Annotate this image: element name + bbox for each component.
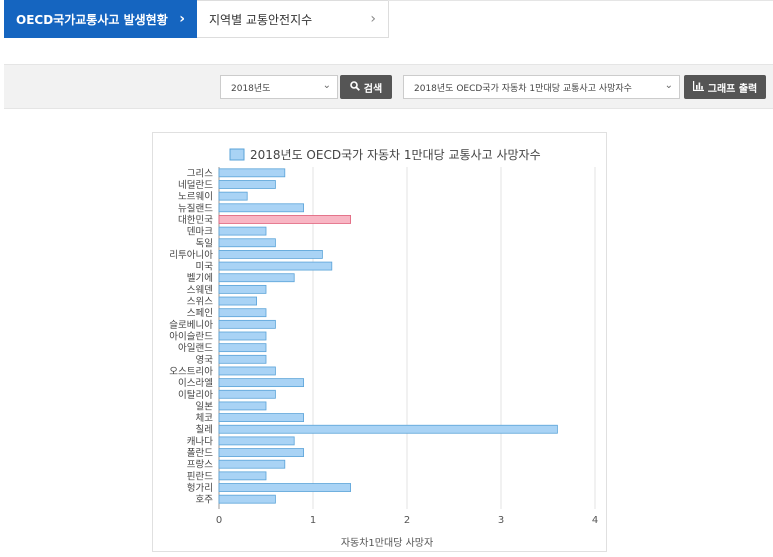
graph-output-button-label: 그래프 출력 [707, 83, 758, 95]
bar [218, 261, 333, 271]
y-category-label: 체코 [196, 413, 214, 424]
y-category-label: 벨기에 [187, 273, 213, 284]
x-tick-label: 2 [404, 515, 410, 526]
bar [218, 354, 267, 364]
chevron-down-icon: ⌄ [322, 80, 331, 91]
bar [218, 471, 267, 481]
chevron-down-icon: ⌄ [664, 80, 673, 91]
x-tick-label: 0 [216, 515, 222, 526]
y-category-label: 아일랜드 [178, 343, 213, 354]
legend-label: 2018년도 OECD국가 자동차 1만대당 교통사고 사망자수 [250, 148, 541, 162]
divider [388, 0, 773, 1]
y-category-label: 그리스 [187, 168, 213, 179]
y-category-label: 노르웨이 [178, 191, 213, 203]
y-category-label: 리투아니아 [169, 250, 213, 261]
year-select[interactable]: 2018년도 ⌄ [220, 75, 338, 99]
chevron-right-icon: › [179, 11, 185, 27]
tab-label: OECD국가교통사고 발생현황 [16, 12, 168, 27]
search-icon [349, 80, 360, 94]
bar [218, 191, 248, 201]
y-category-label: 캐나다 [187, 436, 213, 447]
y-category-label: 미국 [196, 262, 214, 273]
y-category-label: 프랑스 [187, 459, 213, 471]
x-tick-label: 3 [498, 515, 504, 526]
bar [218, 459, 286, 469]
y-category-label: 핀란드 [187, 470, 213, 482]
y-category-label: 스웨덴 [187, 284, 213, 296]
bar [218, 273, 295, 283]
chevron-right-icon: › [370, 11, 376, 27]
x-axis-label: 자동차1만대당 사망자 [341, 537, 433, 549]
y-category-label: 아이슬란드 [169, 331, 213, 343]
y-category-label: 뉴질랜드 [178, 202, 213, 214]
chart-container: 2018년도 OECD국가 자동차 1만대당 교통사고 사망자수 0 1 2 3 4 그리스… [152, 132, 607, 552]
x-tick-label: 4 [592, 515, 598, 526]
tab-label: 지역별 교통안전지수 [209, 12, 313, 27]
bar [218, 483, 352, 492]
bar [218, 494, 276, 504]
y-category-label: 폴란드 [187, 447, 213, 459]
y-category-label: 대한민국 [178, 215, 213, 226]
bar [218, 250, 323, 259]
indicator-select-value: 2018년도 OECD국가 자동차 1만대당 교통사고 사망자수 [414, 83, 632, 94]
y-category-label: 덴마크 [187, 227, 213, 238]
search-button-label: 검색 [363, 83, 383, 95]
y-category-label: 칠레 [196, 425, 213, 436]
tab-oecd-accidents[interactable]: OECD국가교통사고 발생현황 › [4, 0, 197, 38]
tab-bar: OECD국가교통사고 발생현황 › 지역별 교통안전지수 › [4, 0, 389, 38]
y-category-label: 슬로베니아 [169, 320, 213, 331]
y-category-label: 독일 [196, 238, 213, 249]
y-category-label: 이스라엘 [178, 378, 213, 389]
bar [218, 238, 276, 248]
graph-output-button[interactable]: 그래프 출력 [684, 75, 766, 99]
bar [218, 296, 257, 306]
x-tick-label: 1 [310, 515, 316, 526]
bar [218, 226, 267, 236]
y-category-label: 호주 [196, 495, 214, 506]
bar [218, 389, 276, 399]
bar [218, 413, 304, 422]
y-category-label: 스위스 [187, 296, 213, 308]
bar [218, 401, 267, 411]
bar-chart-icon [692, 80, 704, 94]
bar-chart: 2018년도 OECD국가 자동차 1만대당 교통사고 사망자수 0 1 2 3 4 그리스… [169, 148, 598, 549]
bar [218, 319, 276, 329]
year-select-value: 2018년도 [231, 83, 271, 94]
y-category-label: 오스트리아 [169, 366, 213, 377]
tab-regional-safety-index[interactable]: 지역별 교통안전지수 › [197, 0, 389, 38]
bar [218, 378, 304, 388]
y-category-label: 네덜란드 [178, 179, 213, 191]
bar [218, 424, 558, 434]
y-category-label: 스페인 [187, 308, 213, 319]
bar [218, 343, 267, 353]
bar [218, 436, 295, 446]
bar [218, 180, 276, 189]
bar [218, 215, 352, 224]
bar [218, 203, 304, 213]
bar [218, 366, 276, 376]
y-category-label: 이탈리아 [178, 389, 213, 401]
bar [218, 168, 286, 178]
bar [218, 284, 267, 294]
bar [218, 448, 304, 457]
search-button[interactable]: 검색 [340, 75, 392, 99]
y-category-label: 일본 [196, 401, 214, 412]
bar [218, 331, 267, 341]
y-category-label: 영국 [196, 355, 214, 366]
legend-swatch [229, 148, 245, 161]
bar [218, 308, 267, 318]
filter-bar: 2018년도 ⌄ 검색 2018년도 OECD국가 자동차 1만대당 교통사고 … [4, 64, 773, 109]
indicator-select[interactable]: 2018년도 OECD국가 자동차 1만대당 교통사고 사망자수 ⌄ [403, 75, 680, 99]
y-category-label: 헝가리 [187, 483, 213, 494]
